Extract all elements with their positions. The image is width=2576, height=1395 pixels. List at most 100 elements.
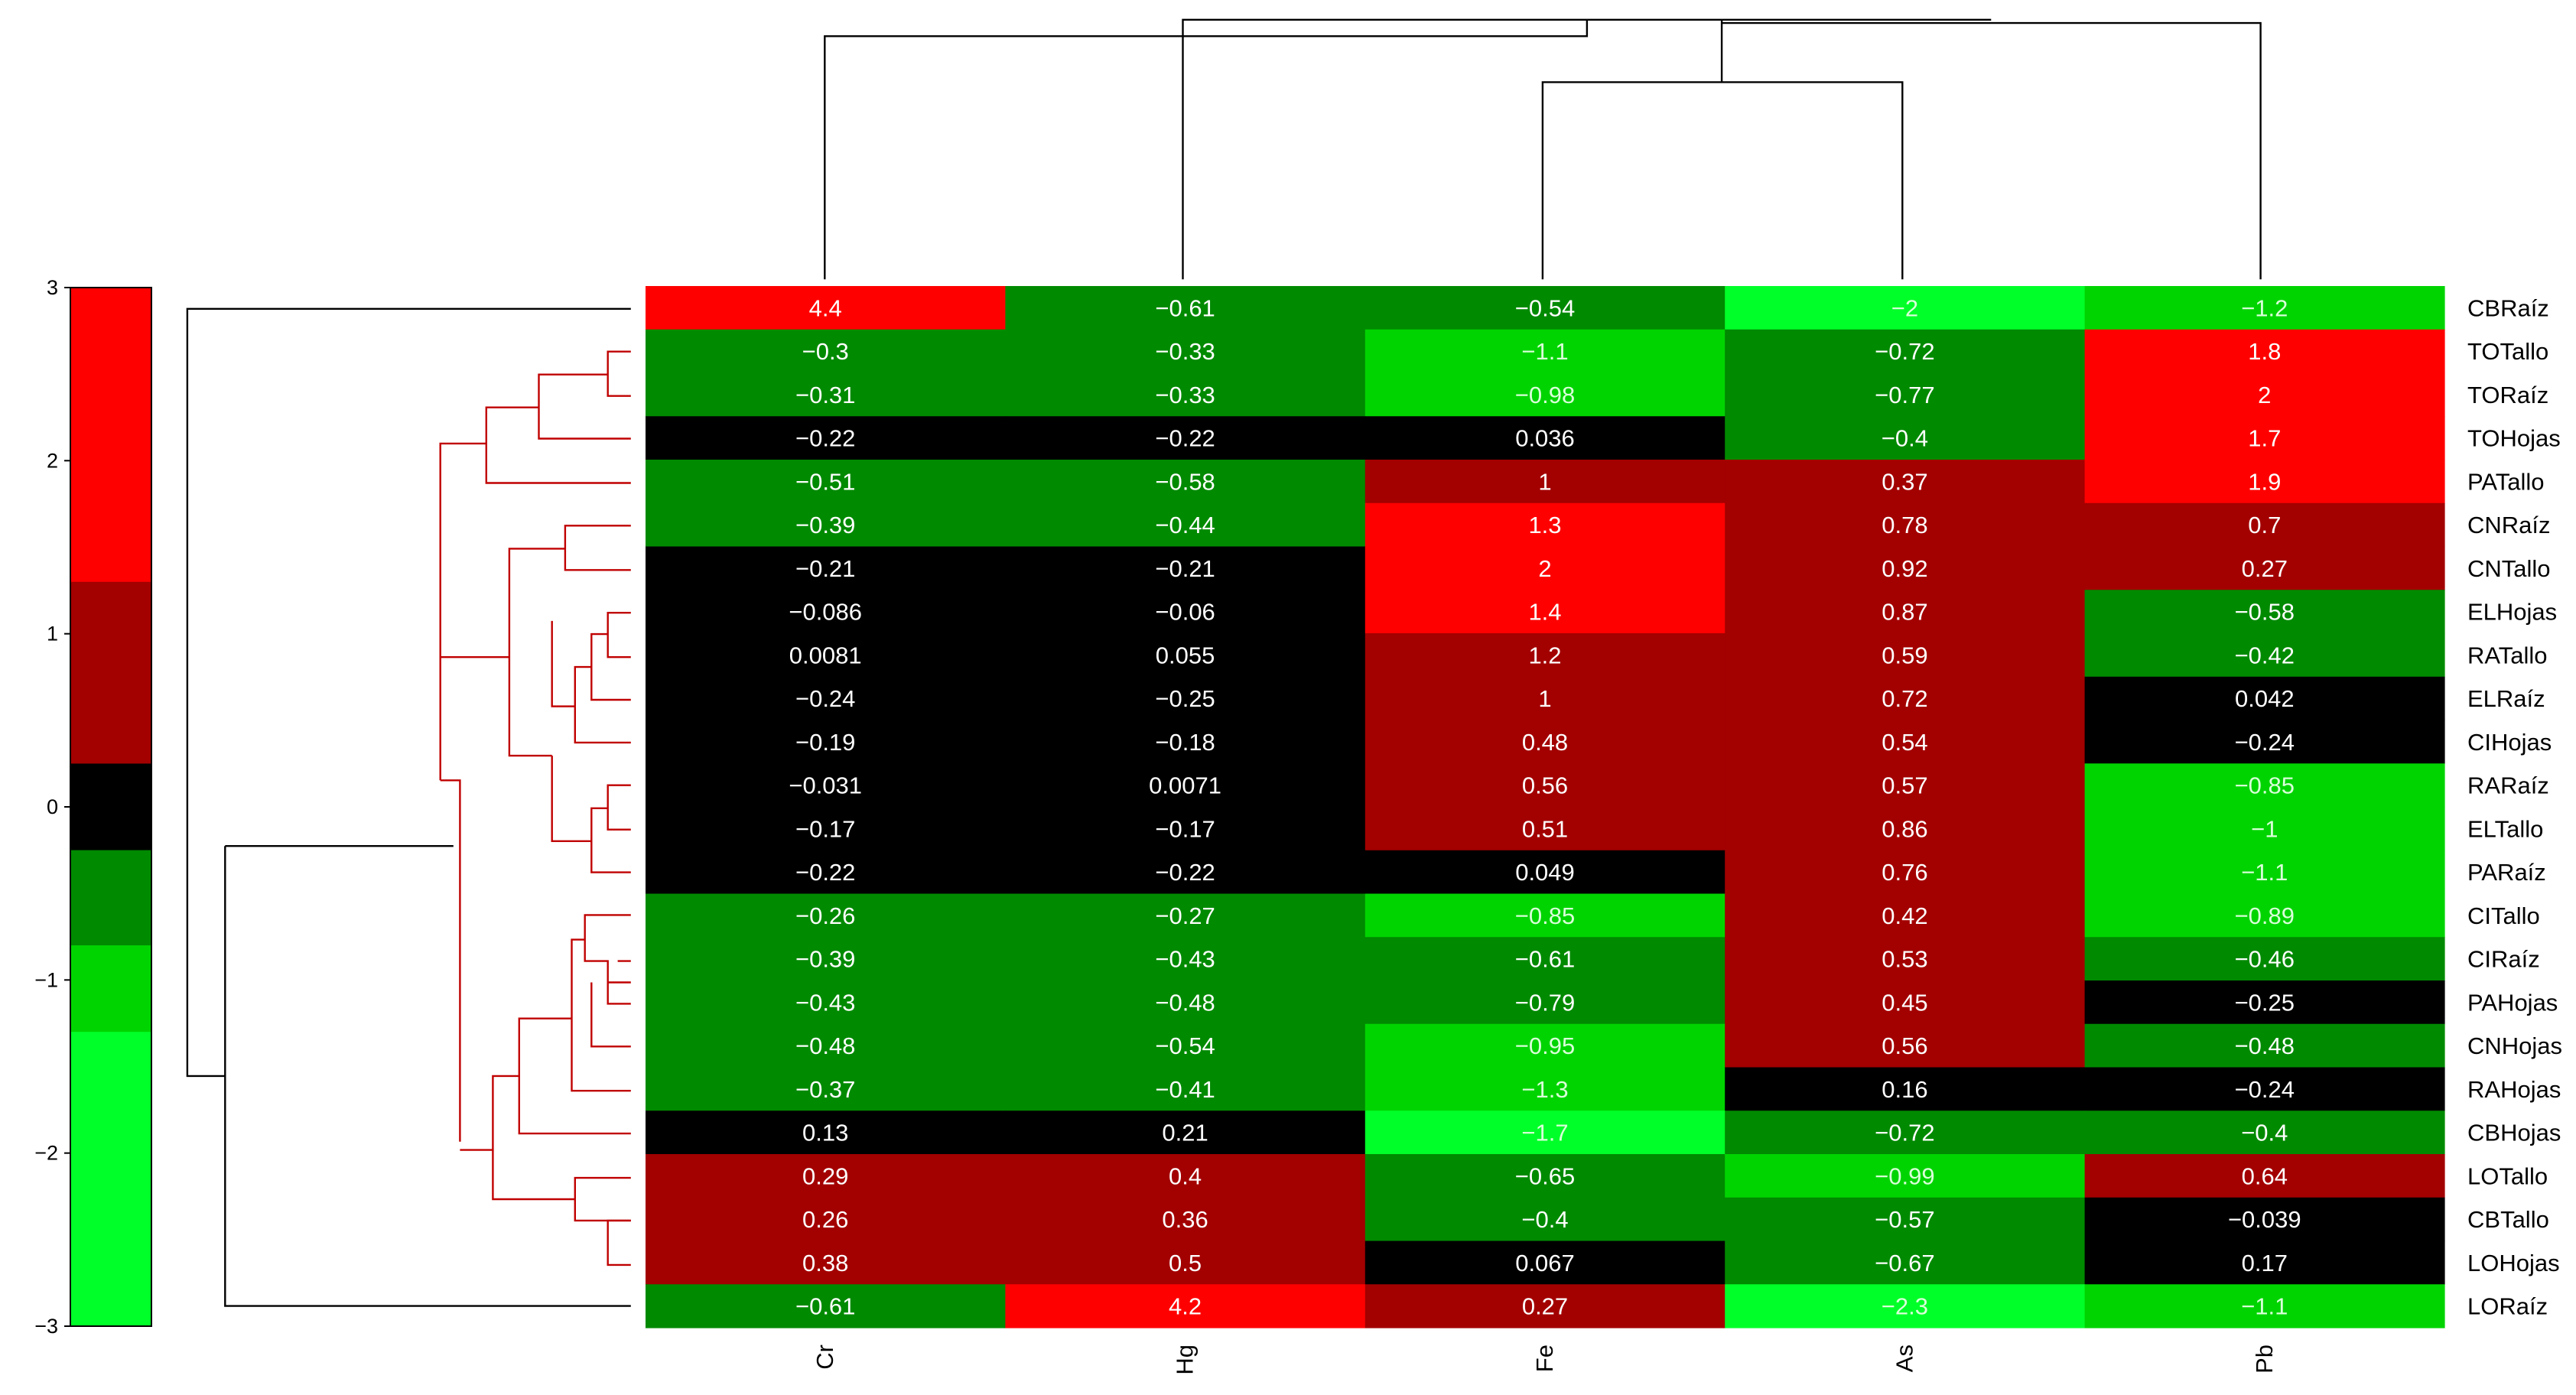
heatmap-cell-pahojas-as	[1725, 980, 2086, 1025]
cell-value-patallo-cr: −0.51	[795, 468, 855, 495]
cell-value-loraiz-cr: −0.61	[795, 1293, 855, 1320]
cell-value-totallo-as: −0.72	[1875, 338, 1934, 365]
heatmap-cell-cnraiz-cr	[646, 502, 1006, 548]
cell-value-eltallo-hg: −0.17	[1155, 815, 1215, 842]
color-scale-tick-label: 2	[47, 449, 58, 472]
color-scale-band-4	[70, 945, 151, 1032]
row-dendrogram-subtree-branch-18	[590, 982, 631, 1048]
cell-value-citallo-cr: −0.26	[795, 902, 855, 929]
row-dendrogram-subtree-branch-14	[440, 779, 461, 1142]
heatmap-cell-tohojas-fe	[1364, 416, 1725, 460]
row-dendrogram-subtree-branch-10	[607, 784, 631, 831]
column-dendrogram	[824, 18, 2262, 280]
heatmap-cell-pahojas-hg	[1005, 980, 1366, 1025]
cell-value-cbtallo-fe: −0.4	[1521, 1206, 1568, 1233]
row-label-totallo: TOTallo	[2467, 338, 2548, 365]
cell-value-paraiz-fe: 0.049	[1515, 859, 1575, 886]
color-scale-tick-label: −2	[34, 1142, 58, 1165]
cell-value-lotallo-as: −0.99	[1875, 1162, 1934, 1189]
color-scale-ticks: 3 2 1 0 −1 −2 −3	[34, 276, 70, 1338]
row-label-cnraiz: CNRaíz	[2467, 512, 2551, 538]
heatmap-cell-eltallo-hg	[1005, 807, 1366, 851]
row-label-ciraiz: CIRaíz	[2467, 946, 2540, 973]
heatmap-cell-tohojas-pb	[2084, 416, 2445, 460]
cell-value-cnhojas-as: 0.56	[1882, 1032, 1927, 1059]
heatmap-cell-rahojas-hg	[1005, 1067, 1366, 1111]
cell-value-totallo-hg: −0.33	[1155, 338, 1215, 365]
cell-value-patallo-hg: −0.58	[1155, 468, 1215, 495]
heatmap-cell-paraiz-hg	[1005, 850, 1366, 895]
row-label-eltallo: ELTallo	[2467, 815, 2543, 842]
cell-value-ciraiz-hg: −0.43	[1155, 946, 1215, 973]
heatmap-cell-cnhojas-as	[1725, 1023, 2086, 1068]
heatmap-cells	[646, 286, 2445, 1328]
heatmap-cell-paraiz-fe	[1364, 850, 1725, 895]
row-dendrogram-subtree-branch-4	[564, 525, 631, 571]
cell-value-elraiz-as: 0.72	[1882, 685, 1927, 712]
row-label-cbhojas: CBHojas	[2467, 1120, 2561, 1146]
cell-value-tohojas-hg: −0.22	[1155, 425, 1215, 452]
cell-value-citallo-as: 0.42	[1882, 902, 1927, 929]
column-dendrogram-branch-4	[1722, 21, 2262, 280]
heatmap-cell-patallo-cr	[646, 460, 1006, 504]
row-dendrogram-subtree-branch-24	[460, 1075, 519, 1151]
heatmap-cell-elraiz-cr	[646, 676, 1006, 721]
heatmap-cell-cntallo-pb	[2084, 546, 2445, 590]
cell-value-patallo-fe: 1	[1538, 468, 1551, 495]
heatmap-cell-totallo-pb	[2084, 329, 2445, 374]
cell-value-paraiz-cr: −0.22	[795, 859, 855, 886]
heatmap-cell-toraiz-cr	[646, 372, 1006, 417]
heatmap-cell-cbtallo-fe	[1364, 1197, 1725, 1242]
row-dendrogram-subtree-branch-21	[574, 1176, 631, 1222]
heatmap-cell-pahojas-pb	[2084, 980, 2445, 1025]
cell-value-tohojas-cr: −0.22	[795, 425, 855, 452]
heatmap-cell-ciraiz-as	[1725, 937, 2086, 981]
heatmap-cell-cihojas-pb	[2084, 720, 2445, 764]
cell-value-cnraiz-cr: −0.39	[795, 512, 855, 538]
cell-value-eltallo-cr: −0.17	[795, 815, 855, 842]
cell-value-cbhojas-pb: −0.4	[2241, 1120, 2288, 1146]
cell-value-cbraiz-fe: −0.54	[1515, 294, 1575, 321]
heatmap-cell-toraiz-as	[1725, 372, 2086, 417]
color-scale-tick-label: 1	[47, 623, 58, 645]
cell-value-rahojas-cr: −0.37	[795, 1076, 855, 1103]
row-label-rahojas: RAHojas	[2467, 1076, 2561, 1103]
row-dendrogram-subtree-branch-7	[574, 665, 631, 744]
color-scale-tick-label: −3	[34, 1315, 58, 1338]
cell-value-cbtallo-pb: −0.039	[2228, 1206, 2301, 1233]
row-label-ratallo: RATallo	[2467, 642, 2548, 668]
heatmap-cell-cbraiz-as	[1725, 286, 2086, 330]
heatmap-cell-pahojas-cr	[646, 980, 1006, 1025]
cell-value-rahojas-hg: −0.41	[1155, 1076, 1215, 1103]
cell-value-ratallo-cr: 0.0081	[789, 642, 862, 668]
column-label-pb: Pb	[2251, 1345, 2278, 1374]
row-label-raraiz: RARaíz	[2467, 772, 2549, 799]
cell-value-cntallo-pb: 0.27	[2242, 555, 2288, 582]
heatmap-cell-ratallo-hg	[1005, 633, 1366, 678]
cell-value-cbtallo-hg: 0.36	[1162, 1206, 1208, 1233]
heatmap-cell-cnraiz-hg	[1005, 502, 1366, 548]
row-dendrogram-subtree-branch-12	[551, 756, 592, 842]
heatmap-cell-lotallo-fe	[1364, 1154, 1725, 1198]
heatmap-cell-cbhojas-hg	[1005, 1110, 1366, 1155]
cell-value-ratallo-pb: −0.42	[2235, 642, 2295, 668]
cell-value-tohojas-as: −0.4	[1882, 425, 1928, 452]
heatmap-cell-citallo-as	[1725, 893, 2086, 938]
heatmap-cell-cnhojas-fe	[1364, 1023, 1725, 1068]
heatmap-cell-citallo-pb	[2084, 893, 2445, 938]
heatmap-cell-paraiz-as	[1725, 850, 2086, 895]
heatmap-cell-elhojas-pb	[2084, 590, 2445, 634]
column-label-hg: Hg	[1172, 1345, 1199, 1375]
cell-value-elhojas-hg: −0.06	[1155, 599, 1215, 626]
heatmap-cell-cbraiz-cr	[646, 286, 1006, 330]
heatmap-cell-ciraiz-fe	[1364, 937, 1725, 981]
column-label-cr: Cr	[812, 1345, 838, 1370]
cell-value-patallo-as: 0.37	[1882, 468, 1927, 495]
heatmap-cell-elhojas-fe	[1364, 590, 1725, 634]
row-label-toraiz: TORaíz	[2467, 382, 2548, 408]
cell-value-lohojas-fe: 0.067	[1515, 1250, 1575, 1276]
cell-value-cbraiz-cr: 4.4	[809, 294, 842, 321]
cell-value-lohojas-cr: 0.38	[802, 1250, 848, 1276]
heatmap-cell-cnraiz-fe	[1364, 502, 1725, 548]
heatmap-cell-ciraiz-cr	[646, 937, 1006, 981]
